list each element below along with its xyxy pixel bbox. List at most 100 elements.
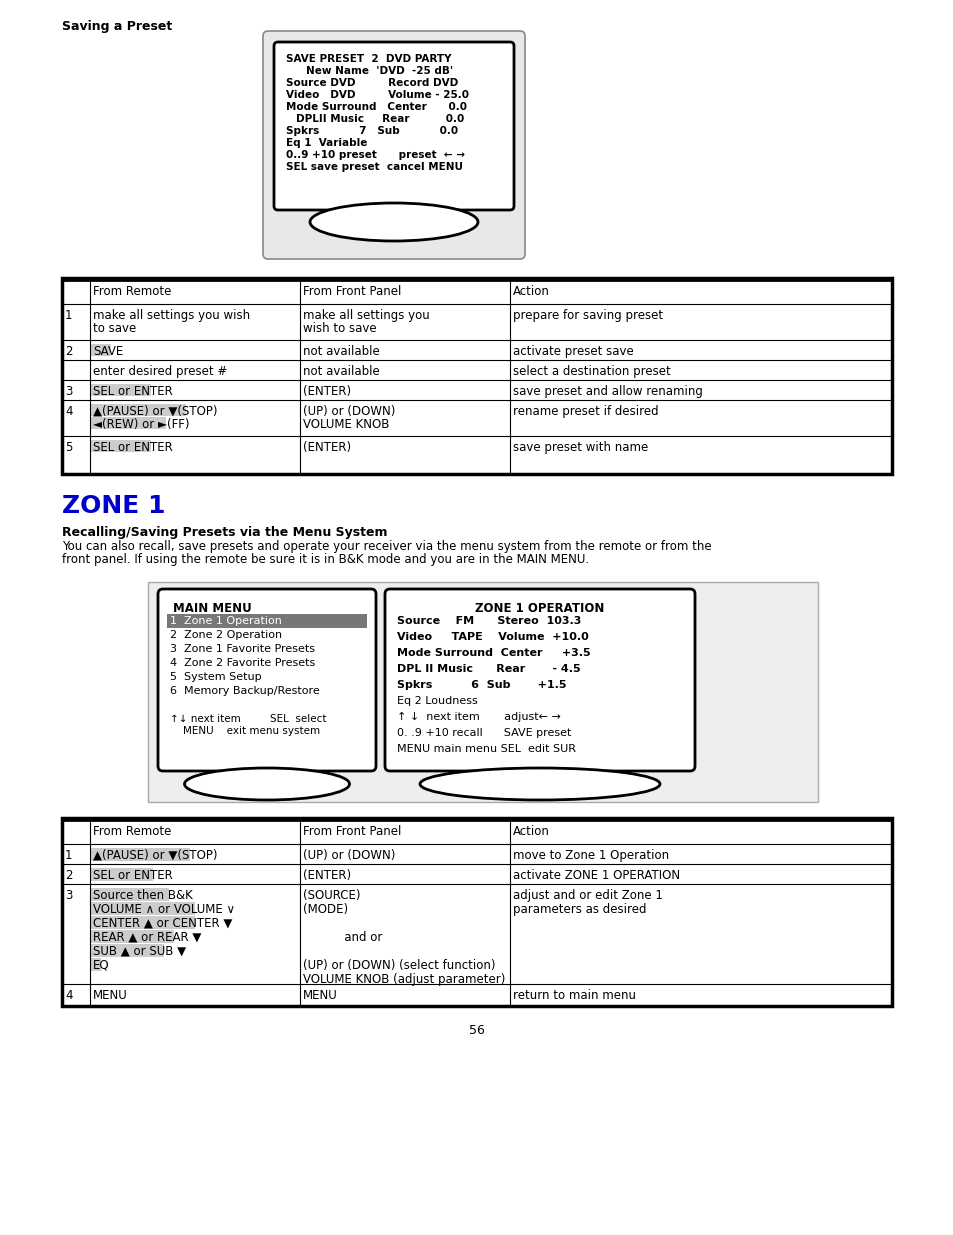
Text: Saving a Preset: Saving a Preset [62, 20, 172, 33]
Text: not available: not available [303, 345, 379, 358]
Text: ▲(PAUSE) or ▼(STOP): ▲(PAUSE) or ▼(STOP) [92, 848, 217, 862]
Text: 3: 3 [65, 385, 72, 398]
Text: prepare for saving preset: prepare for saving preset [513, 309, 662, 322]
Text: activate ZONE 1 OPERATION: activate ZONE 1 OPERATION [513, 869, 679, 882]
Text: front panel. If using the remote be sure it is in B&K mode and you are in the MA: front panel. If using the remote be sure… [62, 553, 589, 566]
Text: MENU: MENU [303, 989, 337, 1002]
Text: move to Zone 1 Operation: move to Zone 1 Operation [513, 848, 668, 862]
Text: From Front Panel: From Front Panel [303, 285, 401, 298]
Bar [62, 278, 891, 474]
Text: Eq 1  Variable: Eq 1 Variable [286, 138, 367, 148]
Text: (UP) or (DOWN): (UP) or (DOWN) [303, 405, 395, 417]
Ellipse shape [184, 768, 349, 800]
Text: ZONE 1 OPERATION: ZONE 1 OPERATION [475, 601, 604, 615]
FancyBboxPatch shape [274, 42, 514, 210]
Text: SUB ▲ or SUB ▼: SUB ▲ or SUB ▼ [92, 945, 186, 958]
Text: 2: 2 [65, 345, 72, 358]
Text: Video   DVD         Volume - 25.0: Video DVD Volume - 25.0 [286, 90, 469, 100]
Text: (ENTER): (ENTER) [303, 869, 351, 882]
Bar [91, 848, 190, 861]
Text: Action: Action [513, 825, 549, 839]
Text: make all settings you: make all settings you [303, 309, 429, 322]
Text: MENU: MENU [92, 989, 128, 1002]
Text: save preset and allow renaming: save preset and allow renaming [513, 385, 702, 398]
Text: 5: 5 [65, 441, 72, 454]
Text: return to main menu: return to main menu [513, 989, 636, 1002]
Text: save preset with name: save preset with name [513, 441, 648, 454]
Text: 2  Zone 2 Operation: 2 Zone 2 Operation [170, 630, 282, 640]
Ellipse shape [419, 768, 659, 800]
Text: 3: 3 [65, 889, 72, 902]
Text: 56: 56 [469, 1024, 484, 1037]
Bar [91, 902, 194, 915]
Text: MENU main menu SEL  edit SUR: MENU main menu SEL edit SUR [396, 743, 576, 755]
Bar [167, 614, 367, 629]
FancyBboxPatch shape [385, 589, 695, 771]
Bar [91, 930, 174, 944]
Text: activate preset save: activate preset save [513, 345, 633, 358]
Bar [91, 916, 194, 929]
Text: select a destination preset: select a destination preset [513, 366, 670, 378]
Ellipse shape [310, 203, 477, 241]
Text: VOLUME KNOB: VOLUME KNOB [303, 417, 389, 431]
Bar [91, 958, 101, 971]
Bar [91, 440, 151, 452]
Text: Source    FM      Stereo  103.3: Source FM Stereo 103.3 [396, 616, 580, 626]
Text: (ENTER): (ENTER) [303, 385, 351, 398]
Text: (UP) or (DOWN): (UP) or (DOWN) [303, 848, 395, 862]
Bar [91, 417, 166, 429]
Text: and or: and or [303, 931, 382, 944]
Bar [91, 384, 151, 396]
Text: 4  Zone 2 Favorite Presets: 4 Zone 2 Favorite Presets [170, 658, 314, 668]
Text: Source DVD         Record DVD: Source DVD Record DVD [286, 78, 457, 88]
Text: (ENTER): (ENTER) [303, 441, 351, 454]
Text: 0. .9 +10 recall      SAVE preset: 0. .9 +10 recall SAVE preset [396, 727, 571, 739]
Text: CENTER ▲ or CENTER ▼: CENTER ▲ or CENTER ▼ [92, 918, 233, 930]
Text: wish to save: wish to save [303, 322, 376, 335]
Text: DPL II Music      Rear       - 4.5: DPL II Music Rear - 4.5 [396, 664, 580, 674]
Bar [91, 868, 153, 881]
Text: ZONE 1: ZONE 1 [62, 494, 165, 517]
Text: 6  Memory Backup/Restore: 6 Memory Backup/Restore [170, 685, 319, 697]
Text: From Remote: From Remote [92, 285, 172, 298]
Text: SEL save preset  cancel MENU: SEL save preset cancel MENU [286, 162, 462, 172]
Text: (UP) or (DOWN) (select function): (UP) or (DOWN) (select function) [303, 960, 495, 972]
Bar [91, 888, 169, 902]
FancyBboxPatch shape [158, 589, 375, 771]
Text: Action: Action [513, 285, 549, 298]
Text: enter desired preset #: enter desired preset # [92, 366, 227, 378]
Text: make all settings you wish: make all settings you wish [92, 309, 250, 322]
Text: Spkrs           7   Sub           0.0: Spkrs 7 Sub 0.0 [286, 126, 457, 136]
Text: EQ: EQ [92, 960, 110, 972]
Text: adjust and or edit Zone 1: adjust and or edit Zone 1 [513, 889, 662, 902]
Text: 4: 4 [65, 989, 72, 1002]
Text: Mode Surround  Center     +3.5: Mode Surround Center +3.5 [396, 648, 590, 658]
Text: MENU    exit menu system: MENU exit menu system [183, 726, 320, 736]
Text: ▲(PAUSE) or ▼(STOP): ▲(PAUSE) or ▼(STOP) [92, 405, 217, 417]
Text: parameters as desired: parameters as desired [513, 903, 646, 916]
Text: SEL or ENTER: SEL or ENTER [92, 385, 172, 398]
Text: 1: 1 [65, 309, 72, 322]
Text: VOLUME ∧ or VOLUME ∨: VOLUME ∧ or VOLUME ∨ [92, 903, 234, 916]
Text: SEL or ENTER: SEL or ENTER [92, 869, 172, 882]
Text: not available: not available [303, 366, 379, 378]
Text: From Remote: From Remote [92, 825, 172, 839]
Bar [91, 404, 186, 416]
Text: REAR ▲ or REAR ▼: REAR ▲ or REAR ▼ [92, 931, 201, 944]
Text: Eq 2 Loudness: Eq 2 Loudness [396, 697, 477, 706]
Text: ↑ ↓  next item       adjust← →: ↑ ↓ next item adjust← → [396, 713, 560, 722]
Text: Source then B&K: Source then B&K [92, 889, 193, 902]
Text: rename preset if desired: rename preset if desired [513, 405, 658, 417]
Text: From Front Panel: From Front Panel [303, 825, 401, 839]
FancyBboxPatch shape [263, 31, 524, 259]
Text: 0..9 +10 preset      preset  ← →: 0..9 +10 preset preset ← → [286, 149, 464, 161]
Text: (SOURCE): (SOURCE) [303, 889, 360, 902]
Text: You can also recall, save presets and operate your receiver via the menu system : You can also recall, save presets and op… [62, 540, 711, 553]
Bar [62, 818, 891, 1007]
Text: to save: to save [92, 322, 136, 335]
Text: SAVE PRESET  2  DVD PARTY: SAVE PRESET 2 DVD PARTY [286, 54, 451, 64]
Text: VOLUME KNOB (adjust parameter): VOLUME KNOB (adjust parameter) [303, 973, 505, 986]
Text: New Name  'DVD  -25 dB': New Name 'DVD -25 dB' [306, 65, 453, 77]
Text: SAVE: SAVE [92, 345, 123, 358]
Text: 5  System Setup: 5 System Setup [170, 672, 261, 682]
